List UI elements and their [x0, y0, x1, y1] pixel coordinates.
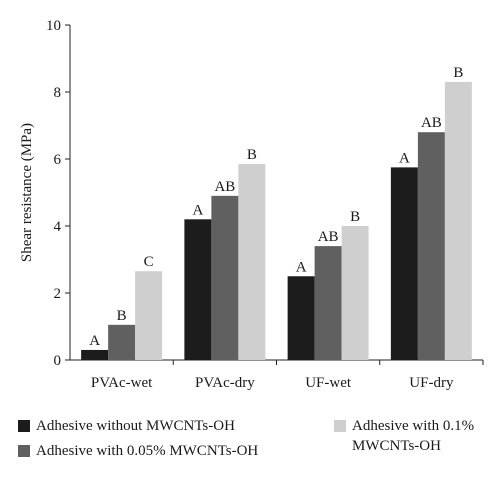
bar-letter-label: AB	[318, 229, 339, 245]
bar-letter-label: AB	[421, 115, 442, 131]
bar-letter-label: A	[89, 333, 100, 349]
y-tick-label: 10	[46, 18, 61, 34]
x-tick-label: UF-dry	[409, 375, 454, 391]
legend-item-without: Adhesive without MWCNTs-OH	[18, 416, 235, 436]
bar-letter-label: AB	[214, 179, 235, 195]
bar	[444, 81, 472, 360]
legend-item-01: Adhesive with 0.1% MWCNTs-OH	[334, 416, 474, 456]
x-tick-label: UF-wet	[305, 375, 352, 391]
bar-letter-label: B	[453, 65, 463, 81]
bar	[81, 349, 109, 360]
x-tick-label: PVAc-wet	[91, 375, 153, 391]
legend-label-01: Adhesive with 0.1% MWCNTs-OH	[352, 418, 475, 454]
bar	[108, 324, 136, 360]
legend: Adhesive without MWCNTs-OH Adhesive with…	[0, 408, 500, 478]
bar-letter-label: A	[296, 259, 307, 275]
legend-swatch-01	[334, 420, 346, 432]
bar-letter-label: B	[117, 308, 127, 324]
bar	[417, 132, 445, 360]
legend-label-without: Adhesive without MWCNTs-OH	[36, 418, 235, 434]
bar-letter-label: A	[399, 150, 410, 166]
bar-letter-label: C	[144, 254, 154, 270]
bar	[287, 276, 315, 360]
bar	[135, 271, 163, 360]
bar	[211, 195, 239, 360]
y-tick-label: 2	[54, 286, 62, 302]
bar	[238, 164, 266, 360]
legend-label-005: Adhesive with 0.05% MWCNTs-OH	[36, 443, 259, 459]
legend-item-005: Adhesive with 0.05% MWCNTs-OH	[18, 441, 258, 461]
bar-letter-label: B	[350, 209, 360, 225]
x-tick-label: PVAc-dry	[195, 375, 255, 391]
y-tick-label: 8	[54, 85, 62, 101]
y-tick-label: 0	[54, 353, 62, 369]
bar	[341, 226, 369, 360]
legend-swatch-without	[18, 420, 30, 432]
bar-letter-label: A	[192, 202, 203, 218]
legend-swatch-005	[18, 445, 30, 457]
bar	[314, 246, 342, 360]
y-axis-label: Shear resistance (MPa)	[19, 123, 35, 262]
bar	[184, 219, 212, 360]
y-tick-label: 4	[54, 219, 62, 235]
bar	[390, 167, 418, 360]
bar-letter-label: B	[247, 147, 257, 163]
y-tick-label: 6	[54, 152, 62, 168]
